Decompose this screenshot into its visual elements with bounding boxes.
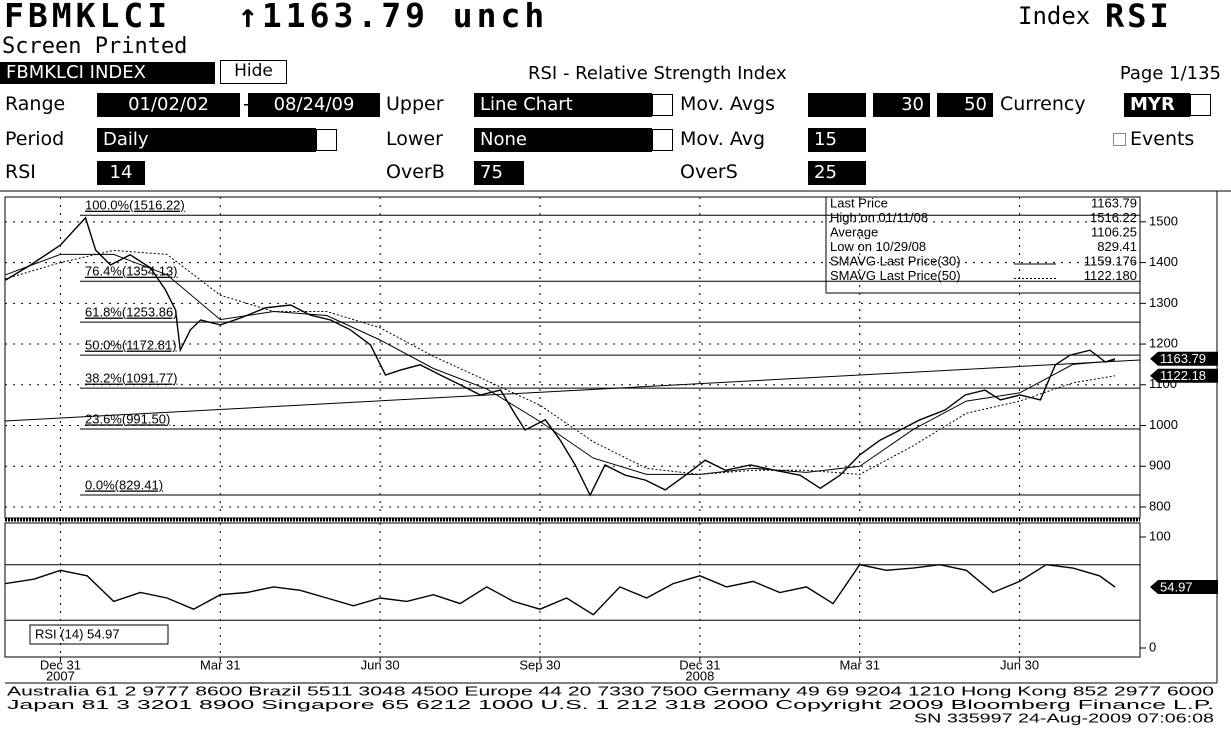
y-tick-label: 1000 [1149, 417, 1178, 432]
level-label: 76.4%(1354.13) [85, 264, 178, 279]
lower-select[interactable]: None [474, 128, 652, 152]
upper-label: Upper [386, 93, 444, 115]
dropdown[interactable] [652, 94, 673, 116]
study-title: RSI - Relative Strength Index [528, 63, 787, 84]
legend-label: Average [830, 224, 878, 239]
rsi-label: RSI (14) 54.97 [35, 626, 120, 641]
level-label: 0.0%(829.41) [85, 477, 163, 492]
legend-value: 1106.25 [1091, 224, 1137, 239]
trendline [4, 359, 1141, 422]
currency-select[interactable]: MYR [1124, 93, 1190, 117]
period-select[interactable]: Daily [97, 128, 316, 152]
level-label: 23.6%(991.50) [85, 411, 170, 426]
footer-line: Japan 81 3 3201 8900 Singapore 65 6212 1… [7, 697, 1214, 712]
range-separator: - [243, 93, 250, 115]
price-flag-label: 54.97 [1160, 579, 1193, 594]
x-tick-label: Mar 31 [839, 657, 879, 672]
series-line [5, 253, 1116, 475]
lower-label: Lower [386, 128, 443, 150]
currency-label: Currency [1000, 93, 1086, 115]
legend-value: 1122.180 [1084, 268, 1137, 283]
quote: ↑1163.79 unch [238, 0, 549, 35]
x-tick-label: Mar 31 [200, 657, 240, 672]
overs-field[interactable]: 25 [808, 161, 866, 185]
price-panel [4, 196, 1141, 519]
dropdown[interactable] [1190, 94, 1211, 116]
x-tick-label: Jun 30 [361, 657, 400, 672]
y-tick-label: 1400 [1149, 254, 1178, 269]
legend-value: 1159.176 [1084, 253, 1137, 268]
y-tick-label: 0 [1149, 639, 1156, 654]
upper-select[interactable]: Line Chart [474, 93, 652, 117]
legend-value: 829.41 [1097, 239, 1137, 254]
mov-avg-field[interactable]: 50 [937, 93, 993, 117]
dropdown[interactable] [316, 129, 337, 151]
mov-avg-field[interactable]: 15 [808, 128, 866, 152]
x-tick-label: Dec 31 [40, 657, 81, 672]
mov-avgs-label: Mov. Avgs [680, 93, 775, 115]
hide-button[interactable]: Hide [220, 60, 287, 84]
price-flag [1150, 579, 1218, 594]
x-tick-label: Dec 31 [679, 657, 720, 672]
rsi-panel [4, 522, 1141, 658]
legend-box [825, 196, 1141, 294]
ticker: FBMKLCI [4, 0, 172, 35]
y-tick-label: 900 [1149, 458, 1171, 473]
y-tick-label: 100 [1149, 528, 1171, 543]
legend-value: 1163.79 [1091, 195, 1137, 210]
level-label: 100.0%(1516.22) [85, 198, 185, 213]
mov-avg-field[interactable] [808, 93, 866, 117]
range-end[interactable]: 08/24/09 [248, 93, 380, 117]
events-checkbox[interactable] [1113, 133, 1126, 146]
y-tick-label: 1200 [1149, 335, 1178, 350]
security[interactable]: FBMKLCI INDEX [0, 62, 215, 84]
legend-label: SMAVG Last Price(50) [830, 268, 961, 283]
overs-label: OverS [680, 161, 738, 183]
mov-avg-field[interactable]: 30 [873, 93, 930, 117]
y-tick-label: 1300 [1149, 295, 1178, 310]
price-flag [1150, 351, 1218, 366]
status: Screen Printed [2, 34, 188, 59]
overb-label: OverB [386, 161, 445, 183]
price-flag-label: 1122.18 [1160, 368, 1206, 383]
x-tick-label: Sep 30 [519, 657, 560, 672]
legend-label: SMAVG Last Price(30) [830, 253, 961, 268]
dropdown[interactable] [652, 129, 673, 151]
legend-label: High on 01/11/08 [830, 210, 928, 225]
series-line [5, 563, 1116, 616]
events-label: Events [1130, 128, 1195, 150]
page-number: Page 1/135 [1119, 63, 1221, 84]
rsi-label: RSI [5, 161, 36, 183]
series-line [5, 216, 1116, 497]
y-tick-label: 800 [1149, 498, 1171, 513]
footer-line: Australia 61 2 9777 8600 Brazil 5511 304… [7, 683, 1214, 698]
rsi-label-box [29, 624, 169, 645]
rsi-field[interactable]: 14 [97, 161, 145, 185]
function: RSI [1105, 0, 1172, 35]
series-line [5, 249, 1116, 475]
price-flag [1150, 368, 1218, 383]
level-label: 38.2%(1091.77) [85, 371, 178, 386]
overb-field[interactable]: 75 [474, 161, 524, 185]
period-label: Period [5, 128, 65, 150]
legend-value: 1516.22 [1090, 210, 1137, 225]
range-label: Range [5, 93, 66, 115]
level-label: 50.0%(1172.81) [85, 338, 177, 353]
function-prefix: Index [1018, 2, 1091, 30]
level-label: 61.8%(1253.86) [85, 305, 178, 320]
x-tick-label: Jun 30 [1000, 657, 1039, 672]
footer-line: SN 335997 24-Aug-2009 07:06:08 [914, 710, 1214, 725]
price-flag-label: 1163.79 [1160, 351, 1206, 366]
legend-label: Low on 10/29/08 [830, 239, 926, 254]
year-label: 2007 [46, 668, 75, 683]
legend-label: Last Price [830, 195, 888, 210]
y-tick-label: 1500 [1149, 213, 1178, 228]
range-start[interactable]: 01/02/02 [97, 93, 240, 117]
mov-avg-label: Mov. Avg [680, 128, 766, 150]
year-label: 2008 [685, 668, 714, 683]
